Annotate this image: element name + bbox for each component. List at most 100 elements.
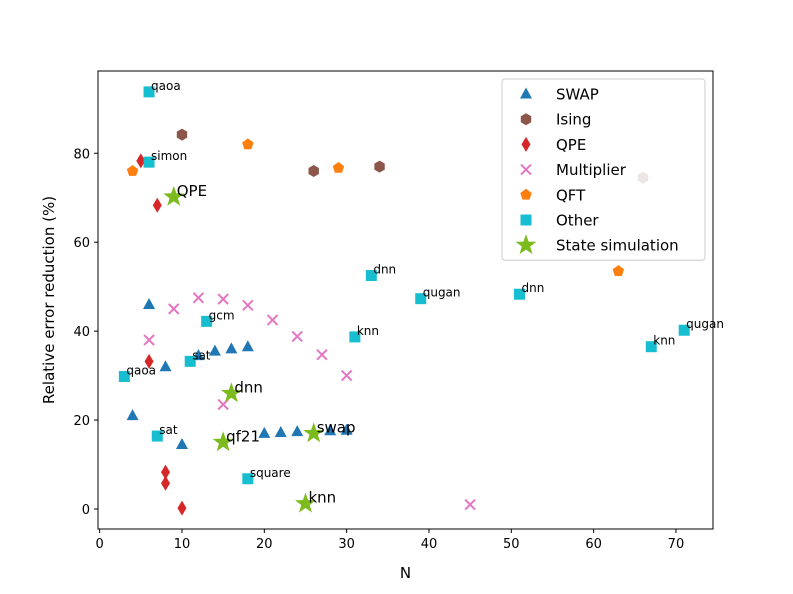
point-annotation-label: qugan <box>686 317 724 331</box>
point-annotation-label: qaoa <box>126 363 156 377</box>
qft-point <box>242 138 254 150</box>
swap-point <box>208 344 221 356</box>
point-annotation-label: qugan <box>423 286 461 300</box>
point-annotation-label: QPE <box>177 182 207 200</box>
multiplier-point <box>143 334 155 346</box>
swap-point <box>258 426 271 438</box>
swap-point <box>225 342 238 354</box>
y-tick-label: 80 <box>73 147 90 162</box>
x-tick-label: 40 <box>421 537 438 552</box>
multiplier-point <box>291 330 303 343</box>
point-annotations: qaoa simon qaoa sat sat gcm square knn dnn qugan d… <box>126 79 724 507</box>
ising-point <box>308 165 319 178</box>
other-point <box>151 430 163 442</box>
plot-frame <box>97 70 714 530</box>
y-tick-label: 40 <box>73 325 90 340</box>
x-tick-label: 60 <box>585 537 602 552</box>
swap-point <box>126 409 139 421</box>
qft-point <box>612 265 625 276</box>
other-point <box>184 355 196 367</box>
legend-label: Other <box>556 212 599 230</box>
other-point <box>514 288 526 300</box>
other-point <box>415 293 427 305</box>
x-tick-label: 0 <box>96 537 104 552</box>
qpe-point <box>152 197 162 213</box>
state-simulation-point <box>303 422 325 443</box>
point-annotation-label: simon <box>151 149 187 163</box>
point-annotation-label: knn <box>653 334 675 348</box>
y-axis-ticks: 0 20 40 60 80 <box>73 147 98 518</box>
multiplier-point <box>168 303 180 315</box>
multiplier-point <box>464 498 476 511</box>
data-marks <box>118 86 690 516</box>
y-axis-label: Relative error reduction (%) <box>40 196 58 404</box>
point-annotation-label: knn <box>308 489 336 507</box>
legend-box <box>501 78 706 261</box>
legend-label: Ising <box>556 111 591 129</box>
qpe-point <box>161 464 171 480</box>
qpe-point <box>144 353 154 369</box>
x-tick-label: 30 <box>338 537 355 552</box>
legend-qpe-marker <box>521 136 531 152</box>
point-annotation-label: sat <box>192 348 211 362</box>
other-point <box>143 86 155 98</box>
other-point <box>645 341 657 353</box>
qft-point <box>126 165 139 176</box>
other-point <box>349 331 361 343</box>
state-simulation-point <box>163 185 185 206</box>
other-point <box>242 473 254 485</box>
x-tick-label: 20 <box>256 537 273 552</box>
swap-point <box>241 340 254 352</box>
point-annotation-label: knn <box>357 324 379 338</box>
legend-label: SWAP <box>556 86 599 104</box>
swap-point <box>175 438 188 450</box>
point-annotation-label: qaoa <box>151 79 181 93</box>
qft-point <box>332 161 345 173</box>
ising-point <box>176 128 188 141</box>
other-point <box>365 270 377 282</box>
y-tick-label: 20 <box>73 414 90 429</box>
swap-point <box>324 424 337 436</box>
legend-label: Multiplier <box>556 161 627 179</box>
x-tick-label: 50 <box>503 537 520 552</box>
y-tick-label: 0 <box>82 503 90 518</box>
x-axis-ticks: 0 10 20 30 40 50 60 70 <box>96 529 685 552</box>
qpe-point <box>177 500 187 516</box>
legend: SWAP Ising QPE Multiplier QFT Other State simu… <box>501 78 706 261</box>
point-annotation-label: sat <box>159 423 178 437</box>
x-tick-label: 70 <box>668 537 685 552</box>
swap-point <box>291 425 304 437</box>
point-annotation-label: square <box>250 466 291 480</box>
swap-point <box>274 426 287 438</box>
point-annotation-label: gcm <box>209 308 235 322</box>
swap-point <box>340 423 353 435</box>
legend-other-marker <box>520 214 532 226</box>
other-point <box>143 156 155 168</box>
qpe-point <box>161 475 171 491</box>
other-point <box>118 370 130 382</box>
legend-label: QPE <box>556 136 586 154</box>
x-axis-label: N <box>400 564 411 582</box>
multiplier-point <box>266 314 279 326</box>
y-tick-label: 60 <box>73 236 90 251</box>
state-simulation-point <box>295 492 316 513</box>
swap-point <box>159 360 172 372</box>
x-tick-label: 10 <box>174 537 191 552</box>
point-annotation-label: dnn <box>373 263 396 277</box>
point-annotation-label: dnn <box>234 378 263 396</box>
state-simulation-point <box>212 431 234 452</box>
legend-multiplier-marker <box>520 163 532 176</box>
state-simulation-point <box>220 382 242 403</box>
multiplier-point <box>316 348 328 361</box>
other-point <box>678 324 690 336</box>
legend-qft-marker <box>520 188 532 200</box>
legend-state-simulation-marker <box>515 234 537 255</box>
legend-ising-marker <box>520 113 532 126</box>
multiplier-point <box>217 293 229 305</box>
legend-swap-marker <box>520 87 532 99</box>
multiplier-point <box>192 292 205 304</box>
other-point <box>201 315 213 327</box>
point-annotation-label: qf21 <box>226 427 260 445</box>
multiplier-point <box>340 369 353 382</box>
